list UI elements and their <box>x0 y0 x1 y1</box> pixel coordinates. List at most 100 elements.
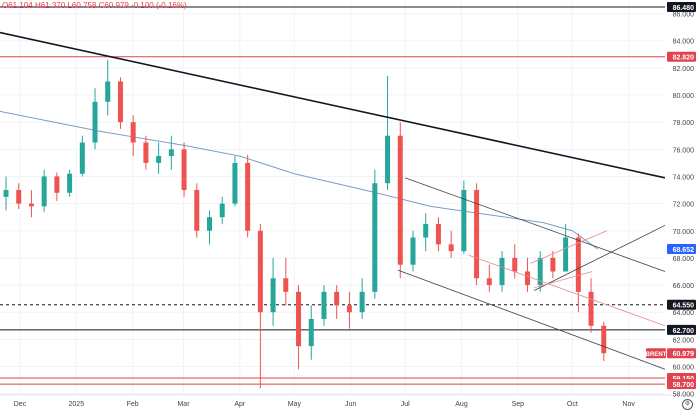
candle-body <box>79 142 85 174</box>
level-price-label-text: 62.700 <box>673 328 695 335</box>
high-value: 61.370 <box>40 1 66 10</box>
candle <box>92 88 98 150</box>
candle-body <box>270 278 276 313</box>
candle <box>588 278 594 333</box>
low-label: L <box>67 1 72 10</box>
time-tick-label: May <box>288 401 302 408</box>
candle <box>563 223 569 272</box>
level-price-label-box <box>667 379 696 390</box>
candle <box>219 196 225 224</box>
open-label: O <box>2 1 9 10</box>
candle <box>385 76 391 191</box>
candle <box>270 257 276 326</box>
candle <box>601 321 607 362</box>
price-tick-label: 80.000 <box>673 93 695 100</box>
high-label: H <box>34 1 41 10</box>
candle <box>410 230 416 272</box>
candle <box>423 213 429 252</box>
candle <box>156 142 162 174</box>
candle-body <box>359 291 365 313</box>
ohlc-readout: O61.104 H61.370 L60.758 C60.979 -0.100 (… <box>2 1 187 10</box>
level-price-label: 82.820 <box>667 51 696 62</box>
candle-body <box>435 223 441 245</box>
price-tick-label: 70.000 <box>673 229 695 236</box>
change-value: -0.100 (-0.16%) <box>131 1 187 10</box>
level-price-label: 58.700 <box>667 379 696 390</box>
candle-body <box>168 149 174 157</box>
price-tick-label: 82.000 <box>673 66 695 73</box>
candle-body <box>537 257 543 286</box>
candle-body <box>92 101 98 143</box>
candle <box>206 210 212 245</box>
candle-body <box>232 162 238 204</box>
candle <box>245 154 251 238</box>
level-price-label-box <box>667 51 696 62</box>
candle-body <box>346 305 352 313</box>
candle-body <box>219 203 225 218</box>
moving-average-line <box>0 110 599 250</box>
candle-body <box>461 190 467 252</box>
candle-body <box>321 291 327 319</box>
level-price-label-text: 64.550 <box>673 303 695 310</box>
candle-body <box>54 176 60 193</box>
candle <box>257 223 263 389</box>
level-price-label-box <box>667 299 696 310</box>
price-tick-label: 78.000 <box>673 120 695 127</box>
candle-body <box>448 244 454 252</box>
candle <box>397 122 403 279</box>
last-price-label-text: 60.979 <box>673 351 695 358</box>
candle-body <box>601 325 607 354</box>
time-tick-label: Aug <box>455 401 468 408</box>
trend-line <box>405 177 666 272</box>
price-tick-label: 60.000 <box>673 364 695 371</box>
candle <box>194 183 200 238</box>
moving-average-price-label-box <box>667 244 696 255</box>
candle-body <box>283 278 289 292</box>
candle <box>105 59 111 116</box>
candle <box>359 278 365 319</box>
level-price-label-text: 58.700 <box>673 382 695 389</box>
level-price-label: 64.550 <box>667 299 696 310</box>
trend-line <box>0 31 666 179</box>
candle-body <box>105 81 111 102</box>
candle-body <box>194 190 200 231</box>
candle-body <box>575 237 581 292</box>
candle <box>168 135 174 170</box>
candle-body <box>41 176 47 207</box>
time-tick-label: Dec <box>14 401 27 408</box>
candle-body <box>385 135 391 184</box>
time-tick-label: Sep <box>512 401 525 408</box>
last-price-label: 60.979 <box>667 348 696 359</box>
moving-average-price-label: 68.652 <box>667 244 696 255</box>
candle-body <box>397 135 403 265</box>
trend-line <box>397 269 666 370</box>
candle <box>54 172 60 201</box>
close-label: C <box>98 1 105 10</box>
price-tick-label: 74.000 <box>673 174 695 181</box>
candle <box>296 285 302 370</box>
level-price-label: 62.700 <box>667 324 696 335</box>
candle <box>474 183 480 286</box>
price-tick-label: 64.000 <box>673 310 695 317</box>
candle <box>499 251 505 292</box>
candle <box>308 305 314 360</box>
candle-body <box>206 217 212 231</box>
time-tick-label: 2025 <box>69 401 85 408</box>
candle-body <box>372 183 378 292</box>
candle-body <box>410 237 416 265</box>
candle <box>321 285 327 326</box>
price-tick-label: 84.000 <box>673 39 695 46</box>
candle <box>346 291 352 329</box>
candle <box>130 115 136 157</box>
candle <box>372 169 378 299</box>
price-tick-label: 72.000 <box>673 202 695 209</box>
candle <box>67 169 73 197</box>
gear-icon[interactable]: ⚙ <box>682 399 693 410</box>
time-tick-label: Jul <box>401 401 410 408</box>
candle-body <box>257 230 263 313</box>
candle-body <box>588 291 594 326</box>
candle <box>435 217 441 252</box>
candle <box>283 257 289 306</box>
candle <box>79 135 85 177</box>
